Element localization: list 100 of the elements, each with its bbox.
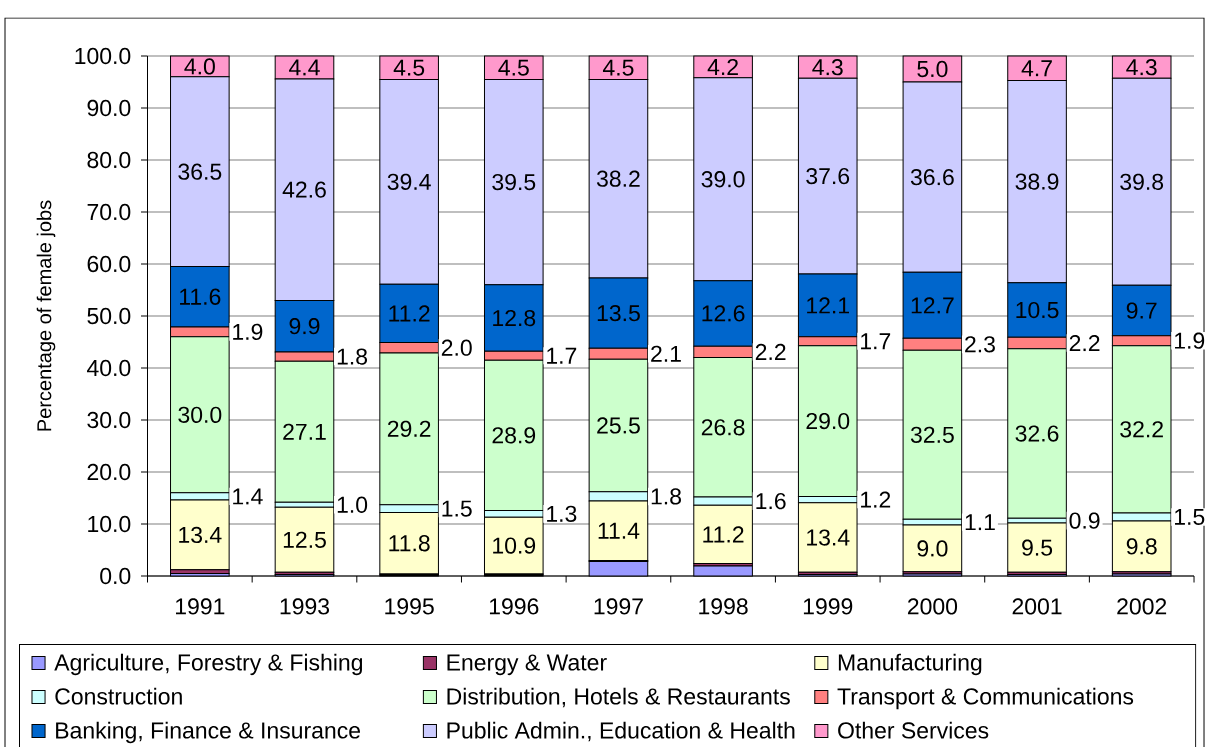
data-label: 37.6	[806, 167, 850, 185]
data-label: 1.3	[547, 505, 577, 523]
data-label: 32.6	[1015, 425, 1059, 442]
data-label: 9.0	[917, 540, 948, 557]
x-tick-label: 2000	[907, 598, 958, 615]
y-axis-title: Percentage of female jobs	[36, 200, 56, 431]
data-label: 13.5	[597, 305, 640, 322]
legend-label: Manufacturing	[838, 653, 982, 676]
data-label: 25.5	[597, 417, 640, 434]
data-label: 39.0	[701, 171, 745, 188]
legend-label: Agriculture, Forestry & Fishing	[54, 653, 363, 676]
data-label: 9.7	[1126, 302, 1157, 319]
data-label: 26.8	[701, 419, 745, 436]
legend-label: Public Admin., Education & Health	[447, 721, 795, 742]
x-tick-label: 1995	[385, 598, 434, 615]
data-label: 1.8	[651, 488, 681, 505]
data-label: 12.1	[807, 297, 849, 314]
data-label: 32.5	[910, 426, 954, 443]
data-label: 1.5	[442, 500, 472, 517]
data-label: 11.6	[180, 288, 221, 305]
x-tick-label: 1997	[594, 598, 643, 615]
data-label: 38.2	[596, 170, 640, 187]
data-label: 29.0	[806, 412, 850, 430]
y-tick-label: 40.0	[87, 359, 131, 377]
data-label: 1.9	[233, 323, 263, 341]
x-tick-label: 1991	[176, 598, 225, 615]
data-label: 1.4	[233, 488, 263, 505]
y-tick-label: 70.0	[87, 203, 131, 221]
y-tick-label: 80.0	[87, 151, 131, 169]
data-label: 4.3	[812, 59, 843, 76]
data-label: 12.6	[702, 305, 745, 322]
data-label: 4.4	[289, 59, 320, 76]
data-label: 1.2	[861, 491, 891, 508]
data-label: 12.7	[911, 297, 954, 314]
data-label: 4.0	[184, 58, 215, 75]
data-label: 2.2	[755, 343, 786, 360]
data-label: 2.3	[965, 336, 995, 353]
data-label: 12.8	[493, 309, 536, 327]
data-label: 1.1	[965, 514, 995, 531]
data-label: 39.8	[1120, 173, 1164, 190]
data-label: 9.9	[289, 318, 320, 335]
data-label: 2.1	[651, 345, 681, 362]
legend-label: Other Services	[838, 721, 989, 739]
legend-label: Transport & Communications	[837, 687, 1134, 710]
legend-label: Distribution, Hotels & Restaurants	[447, 687, 790, 708]
data-label: 1.7	[547, 347, 577, 364]
x-tick-label: 1998	[699, 598, 748, 615]
x-tick-label: 1996	[489, 598, 539, 615]
data-label: 1.5	[1175, 508, 1205, 526]
data-label: 30.0	[178, 406, 222, 423]
data-label: 11.8	[389, 535, 430, 552]
x-tick-label: 1999	[803, 598, 853, 615]
data-label: 32.2	[1120, 421, 1163, 438]
data-label: 9.8	[1126, 538, 1157, 555]
data-label: 9.5	[1022, 539, 1053, 556]
y-tick-label: 0.0	[100, 567, 131, 585]
data-label: 36.6	[910, 169, 954, 186]
data-label: 1.7	[861, 333, 891, 350]
legend-label: Banking, Finance & Insurance	[56, 721, 360, 744]
x-tick-label: 1993	[280, 598, 330, 615]
data-label: 12.5	[283, 531, 326, 549]
data-label: 39.5	[492, 173, 536, 191]
y-tick-label: 10.0	[88, 515, 131, 533]
y-tick-label: 50.0	[87, 307, 131, 325]
legend-label: Construction	[55, 687, 182, 705]
data-label: 4.7	[1021, 60, 1052, 77]
data-label: 28.9	[492, 427, 536, 444]
data-label: 4.5	[602, 59, 634, 76]
data-label: 1.0	[337, 496, 368, 513]
x-tick-label: 2001	[1012, 598, 1062, 615]
data-label: 29.2	[387, 420, 431, 437]
y-tick-label: 60.0	[87, 255, 131, 273]
data-label: 4.2	[707, 58, 738, 75]
data-label: 36.5	[178, 163, 222, 180]
data-label: 13.4	[807, 529, 850, 546]
y-tick-label: 30.0	[87, 411, 131, 429]
data-label: 13.4	[179, 526, 222, 544]
data-label: 4.5	[393, 59, 425, 76]
y-tick-label: 20.0	[87, 463, 131, 481]
data-label: 5.0	[917, 60, 948, 78]
x-tick-label: 2002	[1117, 598, 1167, 615]
data-label: 4.3	[1126, 59, 1157, 76]
data-label: 10.5	[1016, 301, 1059, 319]
data-label: 27.1	[283, 423, 326, 440]
data-label: 10.9	[493, 537, 536, 554]
y-tick-label: 100.0	[75, 47, 131, 65]
data-label: 42.6	[282, 181, 326, 198]
data-label: 11.4	[598, 522, 640, 539]
data-label: 2.0	[441, 339, 472, 356]
data-label: 38.9	[1015, 173, 1059, 190]
data-label: 11.2	[703, 526, 744, 543]
data-label: 0.9	[1069, 512, 1100, 529]
data-label: 4.5	[498, 59, 529, 76]
y-tick-label: 90.0	[87, 99, 131, 117]
data-label: 1.6	[756, 492, 786, 510]
data-label: 1.9	[1175, 332, 1205, 349]
legend-label: Energy & Water	[447, 654, 607, 676]
data-label: 2.2	[1069, 335, 1100, 352]
data-label: 1.8	[337, 348, 368, 365]
data-label: 11.2	[389, 305, 430, 322]
